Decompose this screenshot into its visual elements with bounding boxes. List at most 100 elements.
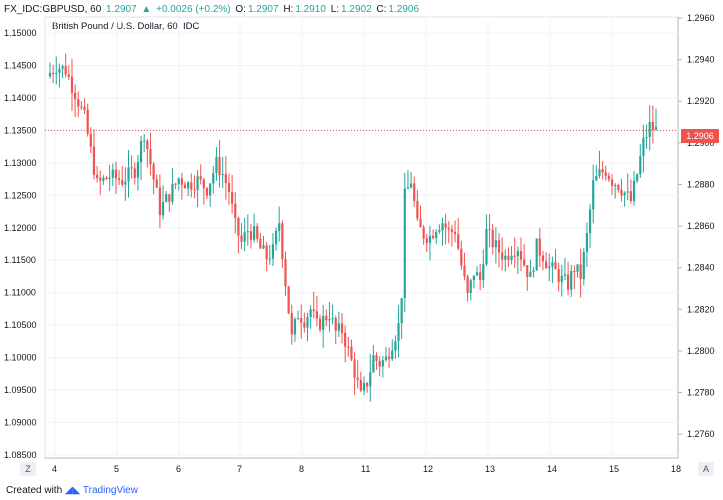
candle-body — [554, 262, 557, 270]
up-arrow-icon: ▲ — [141, 4, 152, 15]
candle-body — [139, 140, 143, 163]
candle-body — [92, 146, 96, 175]
auto-scale-button[interactable]: A — [698, 462, 714, 476]
open-value: 1.2907 — [247, 4, 279, 15]
candle-body — [541, 255, 545, 262]
candle-body — [548, 266, 551, 269]
candle-body — [632, 180, 636, 202]
time-tick-label: 18 — [671, 464, 681, 474]
candle-body — [381, 360, 384, 367]
candle-body — [560, 275, 563, 283]
candle-body — [161, 201, 165, 216]
candle-body — [274, 230, 278, 245]
left-tick-label: 1.14500 — [4, 61, 37, 71]
candle-body — [595, 176, 598, 181]
candle-body — [435, 231, 438, 239]
candle-body — [174, 183, 177, 185]
candle-body — [227, 183, 231, 193]
candle-body — [231, 192, 234, 204]
candle-body — [303, 322, 306, 328]
candle-body — [83, 106, 86, 110]
candle-body — [80, 106, 83, 108]
candle-body — [237, 217, 240, 236]
candle-body — [413, 183, 416, 202]
candle-body — [340, 323, 344, 333]
candle-body — [300, 318, 303, 323]
high-label: H: — [283, 4, 294, 15]
right-tick-label: 1.2960 — [687, 13, 715, 23]
right-tick-label: 1.2800 — [687, 346, 715, 356]
candle-body — [431, 235, 435, 239]
left-tick-label: 1.15000 — [4, 28, 37, 38]
candle-body — [648, 122, 651, 137]
candle-body — [124, 181, 127, 185]
candle-body — [573, 271, 576, 273]
candle-body — [353, 359, 356, 378]
candle-body — [654, 126, 658, 131]
candle-body — [199, 176, 202, 180]
candle-body — [614, 185, 617, 187]
candle-body — [645, 136, 648, 139]
right-tick-label: 1.2860 — [687, 221, 715, 231]
candle-body — [196, 176, 199, 190]
candle-body — [513, 255, 516, 257]
candle-body — [388, 356, 391, 360]
candle-body — [362, 382, 366, 391]
candle-body — [64, 66, 67, 75]
candle-body — [249, 231, 253, 240]
candle-body — [475, 272, 479, 276]
candle-body — [545, 261, 548, 269]
time-axis-ticks[interactable]: 4 5 6 7 8 11 12 13 14 15 18 — [52, 464, 681, 474]
candle-body — [259, 238, 262, 249]
candle-body — [130, 167, 133, 169]
candle-body — [58, 68, 61, 73]
candle-body — [642, 138, 645, 157]
candle-body — [519, 251, 523, 260]
candle-body — [205, 188, 209, 196]
candle-body — [570, 271, 573, 290]
time-tick-label: 14 — [547, 464, 557, 474]
candle-body — [296, 318, 300, 320]
zoom-button[interactable]: Z — [20, 462, 36, 476]
candle-body — [384, 356, 388, 361]
candle-body — [202, 179, 205, 189]
candle-body — [356, 377, 359, 380]
candle-body — [102, 177, 105, 181]
candle-body — [469, 280, 472, 293]
candle-body — [306, 317, 309, 328]
candle-body — [61, 66, 64, 69]
candle-body — [482, 264, 485, 281]
tradingview-brand[interactable]: TradingView — [82, 485, 138, 496]
candle-body — [312, 309, 315, 312]
candle-body — [375, 355, 378, 361]
candle-body — [86, 109, 89, 134]
candle-body — [278, 223, 281, 231]
left-tick-label: 1.13500 — [4, 125, 37, 135]
candle-body — [636, 174, 639, 181]
candle-body — [111, 169, 114, 178]
candle-body — [74, 92, 77, 100]
candle-body — [265, 245, 268, 260]
candle-body — [604, 172, 607, 176]
time-tick-label: 11 — [361, 464, 370, 474]
right-axis-ticks[interactable]: 1.29601.29401.29201.29001.28801.28601.28… — [678, 13, 715, 439]
candle-body — [639, 156, 642, 175]
candle-body — [328, 319, 331, 321]
candle-body — [271, 244, 275, 259]
plot-border — [44, 16, 679, 459]
left-tick-label: 1.10000 — [4, 352, 37, 362]
time-tick-label: 12 — [423, 464, 433, 474]
candle-body — [532, 270, 535, 272]
footer-branding[interactable]: Created with ◢◣ TradingView — [6, 484, 138, 498]
candle-body — [256, 226, 259, 239]
candle-body — [334, 317, 337, 331]
chart-subtitle: British Pound / U.S. Dollar, 60, IDC — [52, 21, 200, 32]
symbol-label[interactable]: FX_IDC:GBPUSD, 60 — [4, 4, 102, 15]
candle-body — [588, 209, 592, 234]
candle-body — [152, 164, 155, 180]
candle-body — [457, 234, 460, 249]
candle-body — [623, 192, 626, 196]
candle-body — [136, 162, 140, 178]
candle-body — [325, 315, 328, 321]
